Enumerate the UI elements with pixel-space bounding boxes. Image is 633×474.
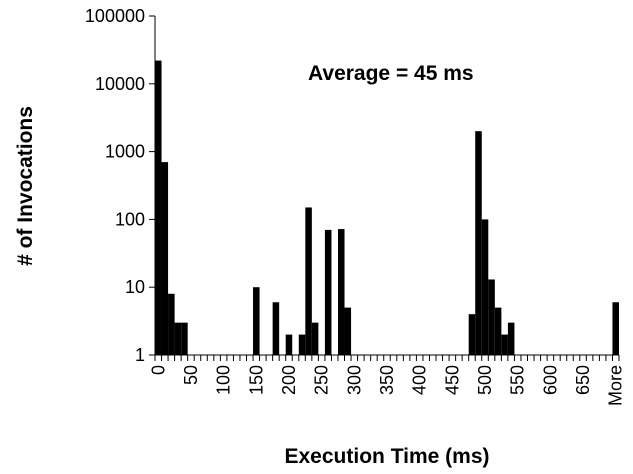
histogram-bar: [285, 334, 293, 355]
x-tick-label: 650: [573, 365, 593, 395]
histogram-bar: [507, 322, 515, 355]
x-tick-label: 550: [508, 365, 528, 395]
x-tick-label: 500: [475, 365, 495, 395]
histogram-bar: [311, 322, 319, 355]
x-tick-label: 400: [410, 365, 430, 395]
histogram-bar: [253, 287, 260, 355]
x-tick-label: More: [606, 365, 626, 406]
histogram-bar: [612, 302, 619, 355]
histogram-bar: [344, 307, 352, 355]
y-axis: 1 10 100 1000 10000 100000: [85, 6, 156, 365]
average-annotation: Average = 45 ms: [308, 62, 474, 85]
histogram-bar: [168, 293, 175, 355]
x-axis-title: Execution Time (ms): [285, 445, 490, 468]
histogram-bar: [272, 302, 280, 355]
histogram-bar: [298, 334, 306, 355]
y-axis-title: # of Invocations: [14, 106, 37, 266]
x-tick-label: 200: [279, 365, 299, 395]
histogram-bar: [501, 334, 508, 355]
y-tick-label: 10000: [95, 74, 145, 94]
histogram-bar: [475, 131, 482, 355]
x-tick-label: 350: [377, 365, 397, 395]
histogram-bar: [468, 314, 476, 355]
histogram-bar: [155, 60, 162, 356]
histogram-bar: [488, 279, 495, 355]
y-tick-label: 1000: [105, 142, 145, 162]
histogram-bars: [155, 60, 619, 356]
histogram-bar: [161, 162, 169, 355]
x-tick-label: 300: [344, 365, 364, 395]
histogram-bar: [305, 207, 312, 355]
histogram-bar: [494, 307, 502, 355]
x-tick-label: 0: [148, 365, 168, 375]
histogram-bar: [324, 229, 332, 355]
x-axis: 0 50 100 150 200 250 300 350 400 450 500 550 600 650 M…: [148, 354, 626, 406]
x-tick-label: 150: [246, 365, 266, 395]
histogram-bar: [337, 229, 345, 355]
x-tick-label: 600: [540, 365, 560, 395]
y-tick-label: 100: [115, 209, 145, 229]
histogram-bar: [481, 219, 489, 355]
x-tick-label: 50: [181, 365, 201, 385]
y-tick-label: 10: [125, 277, 145, 297]
y-tick-label: 1: [135, 345, 145, 365]
histogram-bar: [181, 322, 188, 355]
histogram-bar: [174, 322, 182, 355]
x-tick-label: 250: [312, 365, 332, 395]
x-tick-label: 100: [214, 365, 234, 395]
y-tick-label: 100000: [85, 6, 145, 26]
x-tick-label: 450: [442, 365, 462, 395]
